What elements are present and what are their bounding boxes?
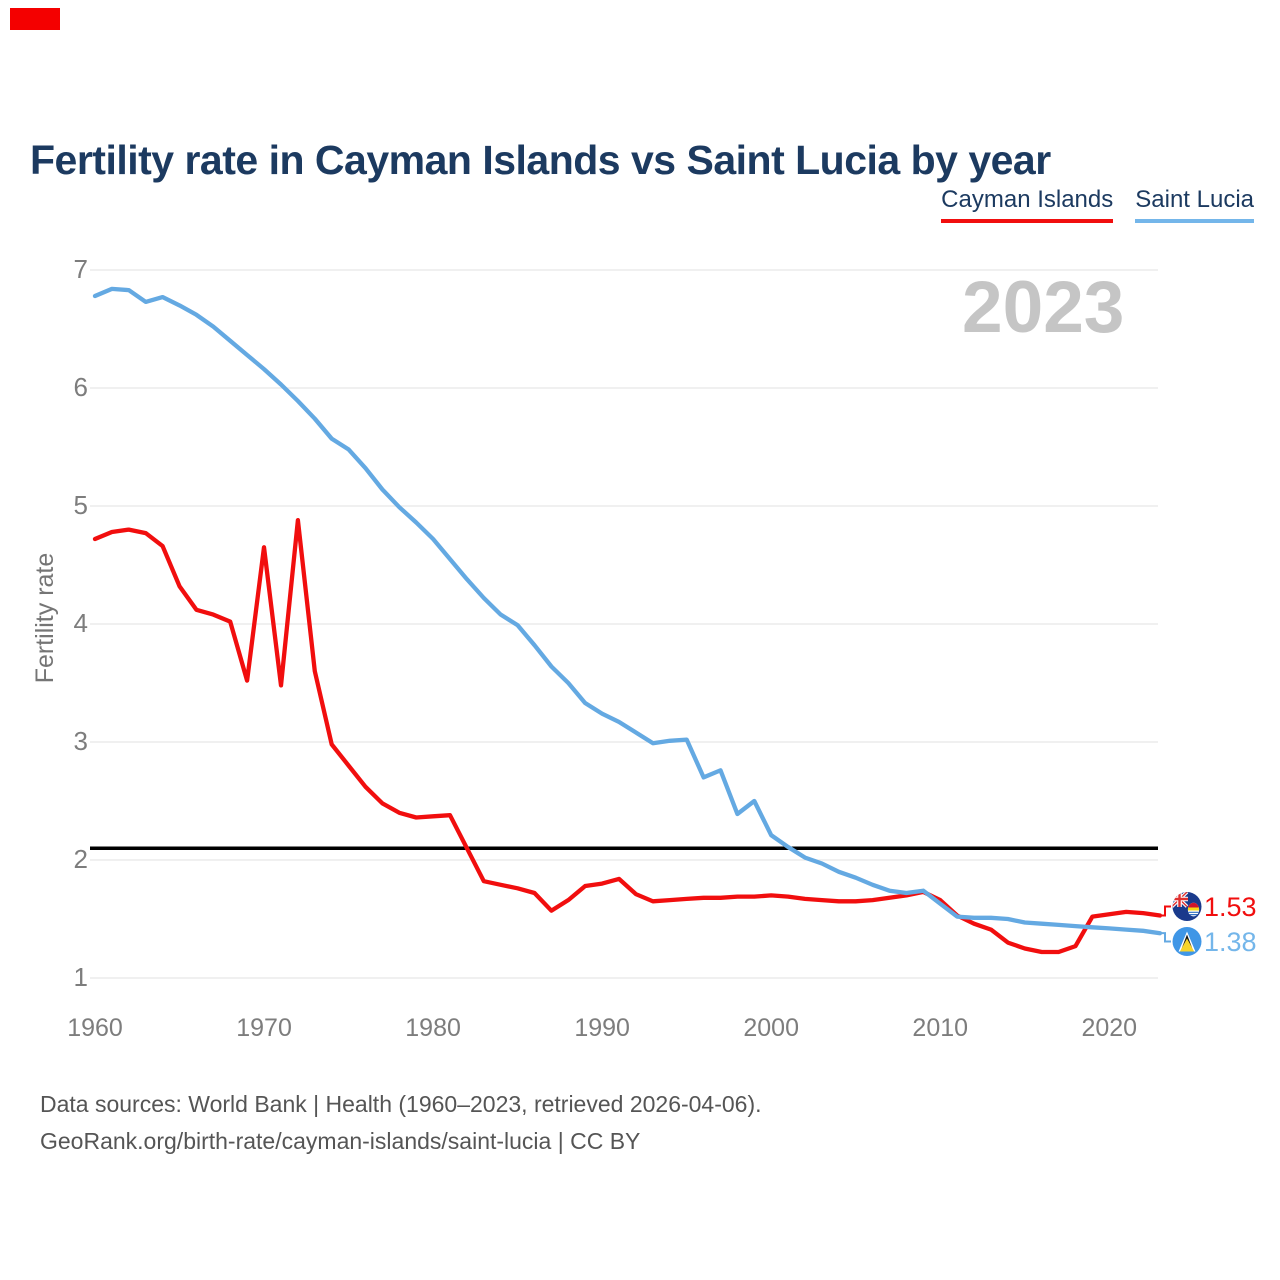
end-value-saint-lucia: 1.38 [1204, 927, 1257, 957]
x-tick-label: 1970 [236, 1014, 292, 1042]
saint-lucia-flag-icon [1172, 927, 1202, 956]
legend: Cayman Islands Saint Lucia [941, 186, 1254, 223]
series-line-saint-lucia [92, 286, 1163, 936]
red-marker [10, 8, 60, 30]
x-tick-label: 1960 [67, 1014, 123, 1042]
legend-item-cayman-islands[interactable]: Cayman Islands [941, 186, 1114, 223]
y-tick-label: 3 [73, 726, 88, 756]
y-tick-label: 7 [73, 254, 88, 284]
end-value-cayman-islands: 1.53 [1204, 892, 1257, 922]
y-tick-label: 6 [73, 372, 88, 402]
x-tick-label: 1990 [574, 1014, 630, 1042]
legend-item-saint-lucia[interactable]: Saint Lucia [1135, 186, 1254, 223]
year-watermark: 2023 [962, 267, 1125, 348]
x-tick-label: 2000 [743, 1014, 799, 1042]
cayman-islands-flag-icon [1172, 892, 1202, 921]
footer-attribution-line: GeoRank.org/birth-rate/cayman-islands/sa… [40, 1128, 641, 1154]
x-tick-label: 2020 [1081, 1014, 1138, 1042]
y-tick-label: 2 [73, 844, 88, 874]
footer-sources-line: Data sources: World Bank | Health (1960–… [40, 1091, 762, 1117]
x-tick-label: 2010 [912, 1014, 969, 1042]
y-tick-label: 1 [73, 962, 88, 992]
page-title: Fertility rate in Cayman Islands vs Sain… [30, 137, 1051, 184]
y-tick-label: 4 [73, 608, 88, 638]
y-tick-label: 5 [73, 490, 88, 520]
end-connector [1160, 932, 1171, 943]
x-tick-label: 1980 [405, 1014, 461, 1042]
end-connector [1160, 905, 1171, 917]
footer: Data sources: World Bank | Health (1960–… [40, 1086, 762, 1160]
series-line-cayman-islands [92, 518, 1163, 955]
